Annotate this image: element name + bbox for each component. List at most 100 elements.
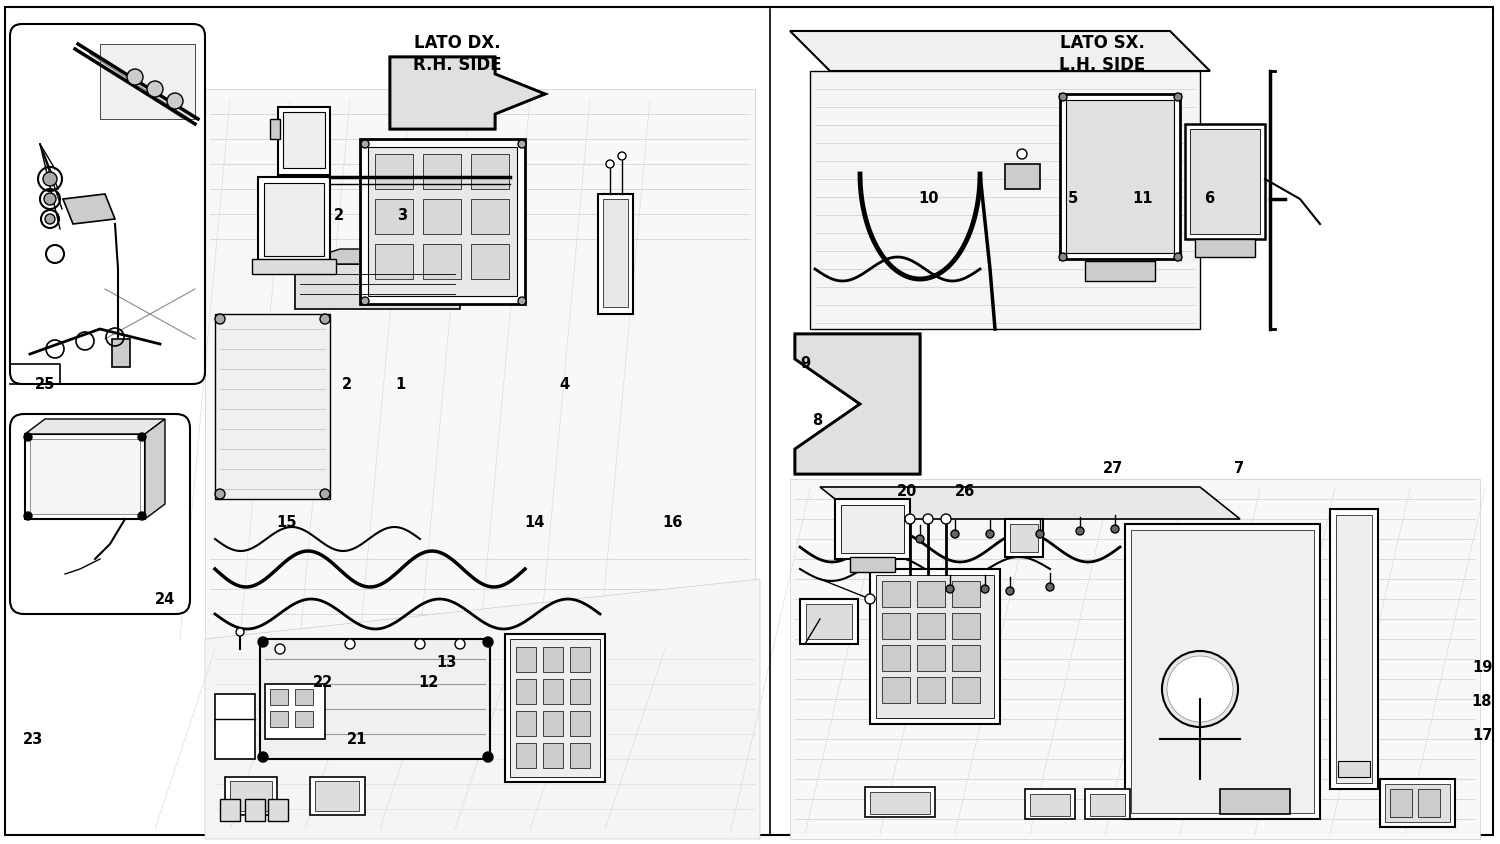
Bar <box>375 154 413 190</box>
Polygon shape <box>214 315 330 500</box>
Bar <box>570 711 590 736</box>
Bar <box>244 799 266 821</box>
Polygon shape <box>790 479 1480 839</box>
Bar <box>916 582 945 608</box>
Text: 18: 18 <box>1472 693 1492 708</box>
Text: LATO DX.: LATO DX. <box>414 35 501 52</box>
Circle shape <box>1174 254 1182 262</box>
Circle shape <box>214 490 225 500</box>
Circle shape <box>1059 94 1066 102</box>
Bar <box>214 694 255 759</box>
Bar <box>1338 761 1370 777</box>
Bar <box>882 677 910 703</box>
Text: L.H. SIDE: L.H. SIDE <box>1059 57 1146 74</box>
Polygon shape <box>390 58 544 130</box>
Bar <box>284 113 326 169</box>
Circle shape <box>454 639 465 649</box>
Circle shape <box>274 644 285 654</box>
Bar <box>1084 262 1155 282</box>
Circle shape <box>922 514 933 524</box>
Bar <box>270 711 288 728</box>
Bar <box>1131 530 1314 813</box>
Circle shape <box>1162 652 1238 728</box>
Circle shape <box>981 585 988 593</box>
Polygon shape <box>390 58 544 130</box>
Bar <box>471 200 509 235</box>
Circle shape <box>1112 525 1119 533</box>
Circle shape <box>362 298 369 306</box>
Circle shape <box>1036 530 1044 538</box>
Polygon shape <box>790 32 1210 72</box>
Bar <box>252 260 336 274</box>
Bar <box>230 781 272 811</box>
Bar <box>1084 789 1130 819</box>
Bar <box>506 634 604 782</box>
Bar <box>543 647 562 672</box>
Bar <box>264 184 324 257</box>
Circle shape <box>1007 587 1014 595</box>
Bar <box>1390 789 1411 817</box>
Bar <box>836 500 910 560</box>
Circle shape <box>345 639 355 649</box>
Bar <box>952 582 980 608</box>
Circle shape <box>362 141 369 149</box>
Text: 16: 16 <box>662 514 682 529</box>
Bar <box>603 200 628 307</box>
Bar <box>952 614 980 639</box>
Text: 12: 12 <box>419 674 440 690</box>
Polygon shape <box>296 250 506 265</box>
Text: 22: 22 <box>312 674 333 690</box>
Text: 7: 7 <box>1234 461 1244 476</box>
Bar <box>1060 95 1180 260</box>
Bar <box>1336 516 1372 783</box>
Circle shape <box>865 594 874 604</box>
Circle shape <box>1017 150 1028 160</box>
Text: 3: 3 <box>398 208 406 223</box>
Text: 11: 11 <box>1132 191 1154 206</box>
FancyBboxPatch shape <box>10 25 206 385</box>
Bar <box>1090 794 1125 816</box>
FancyBboxPatch shape <box>10 414 190 614</box>
Text: R.H. SIDE: R.H. SIDE <box>413 57 503 74</box>
Text: 5: 5 <box>1068 191 1077 206</box>
Bar <box>882 645 910 671</box>
Bar <box>1190 130 1260 235</box>
Bar <box>516 647 536 672</box>
Polygon shape <box>100 45 195 120</box>
Text: 26: 26 <box>954 484 975 499</box>
Polygon shape <box>206 579 760 839</box>
Circle shape <box>45 214 56 225</box>
Text: 2: 2 <box>334 208 344 223</box>
Bar <box>1220 789 1290 814</box>
Text: 17: 17 <box>1472 727 1492 742</box>
Bar <box>423 245 460 279</box>
Bar <box>870 570 1000 724</box>
Circle shape <box>946 585 954 593</box>
Circle shape <box>483 637 494 647</box>
Bar <box>876 576 995 718</box>
Bar <box>315 781 358 811</box>
Bar <box>800 599 858 644</box>
Bar <box>850 557 895 572</box>
Circle shape <box>236 628 244 636</box>
Bar <box>882 614 910 639</box>
Text: 10: 10 <box>918 191 939 206</box>
Circle shape <box>986 530 994 538</box>
Circle shape <box>1076 528 1084 535</box>
Polygon shape <box>795 334 920 474</box>
Circle shape <box>24 434 32 441</box>
Text: 20: 20 <box>897 484 918 499</box>
Circle shape <box>24 512 32 521</box>
Circle shape <box>1046 583 1054 592</box>
Text: 23: 23 <box>22 731 44 746</box>
Bar <box>1196 240 1256 257</box>
Circle shape <box>44 173 57 187</box>
Bar <box>598 195 633 315</box>
Text: LATO SX.: LATO SX. <box>1060 35 1144 52</box>
Polygon shape <box>296 265 460 310</box>
Bar <box>225 777 278 815</box>
Bar <box>870 792 930 814</box>
Bar <box>112 339 130 368</box>
Text: 15: 15 <box>276 514 297 529</box>
Bar <box>1030 794 1069 816</box>
